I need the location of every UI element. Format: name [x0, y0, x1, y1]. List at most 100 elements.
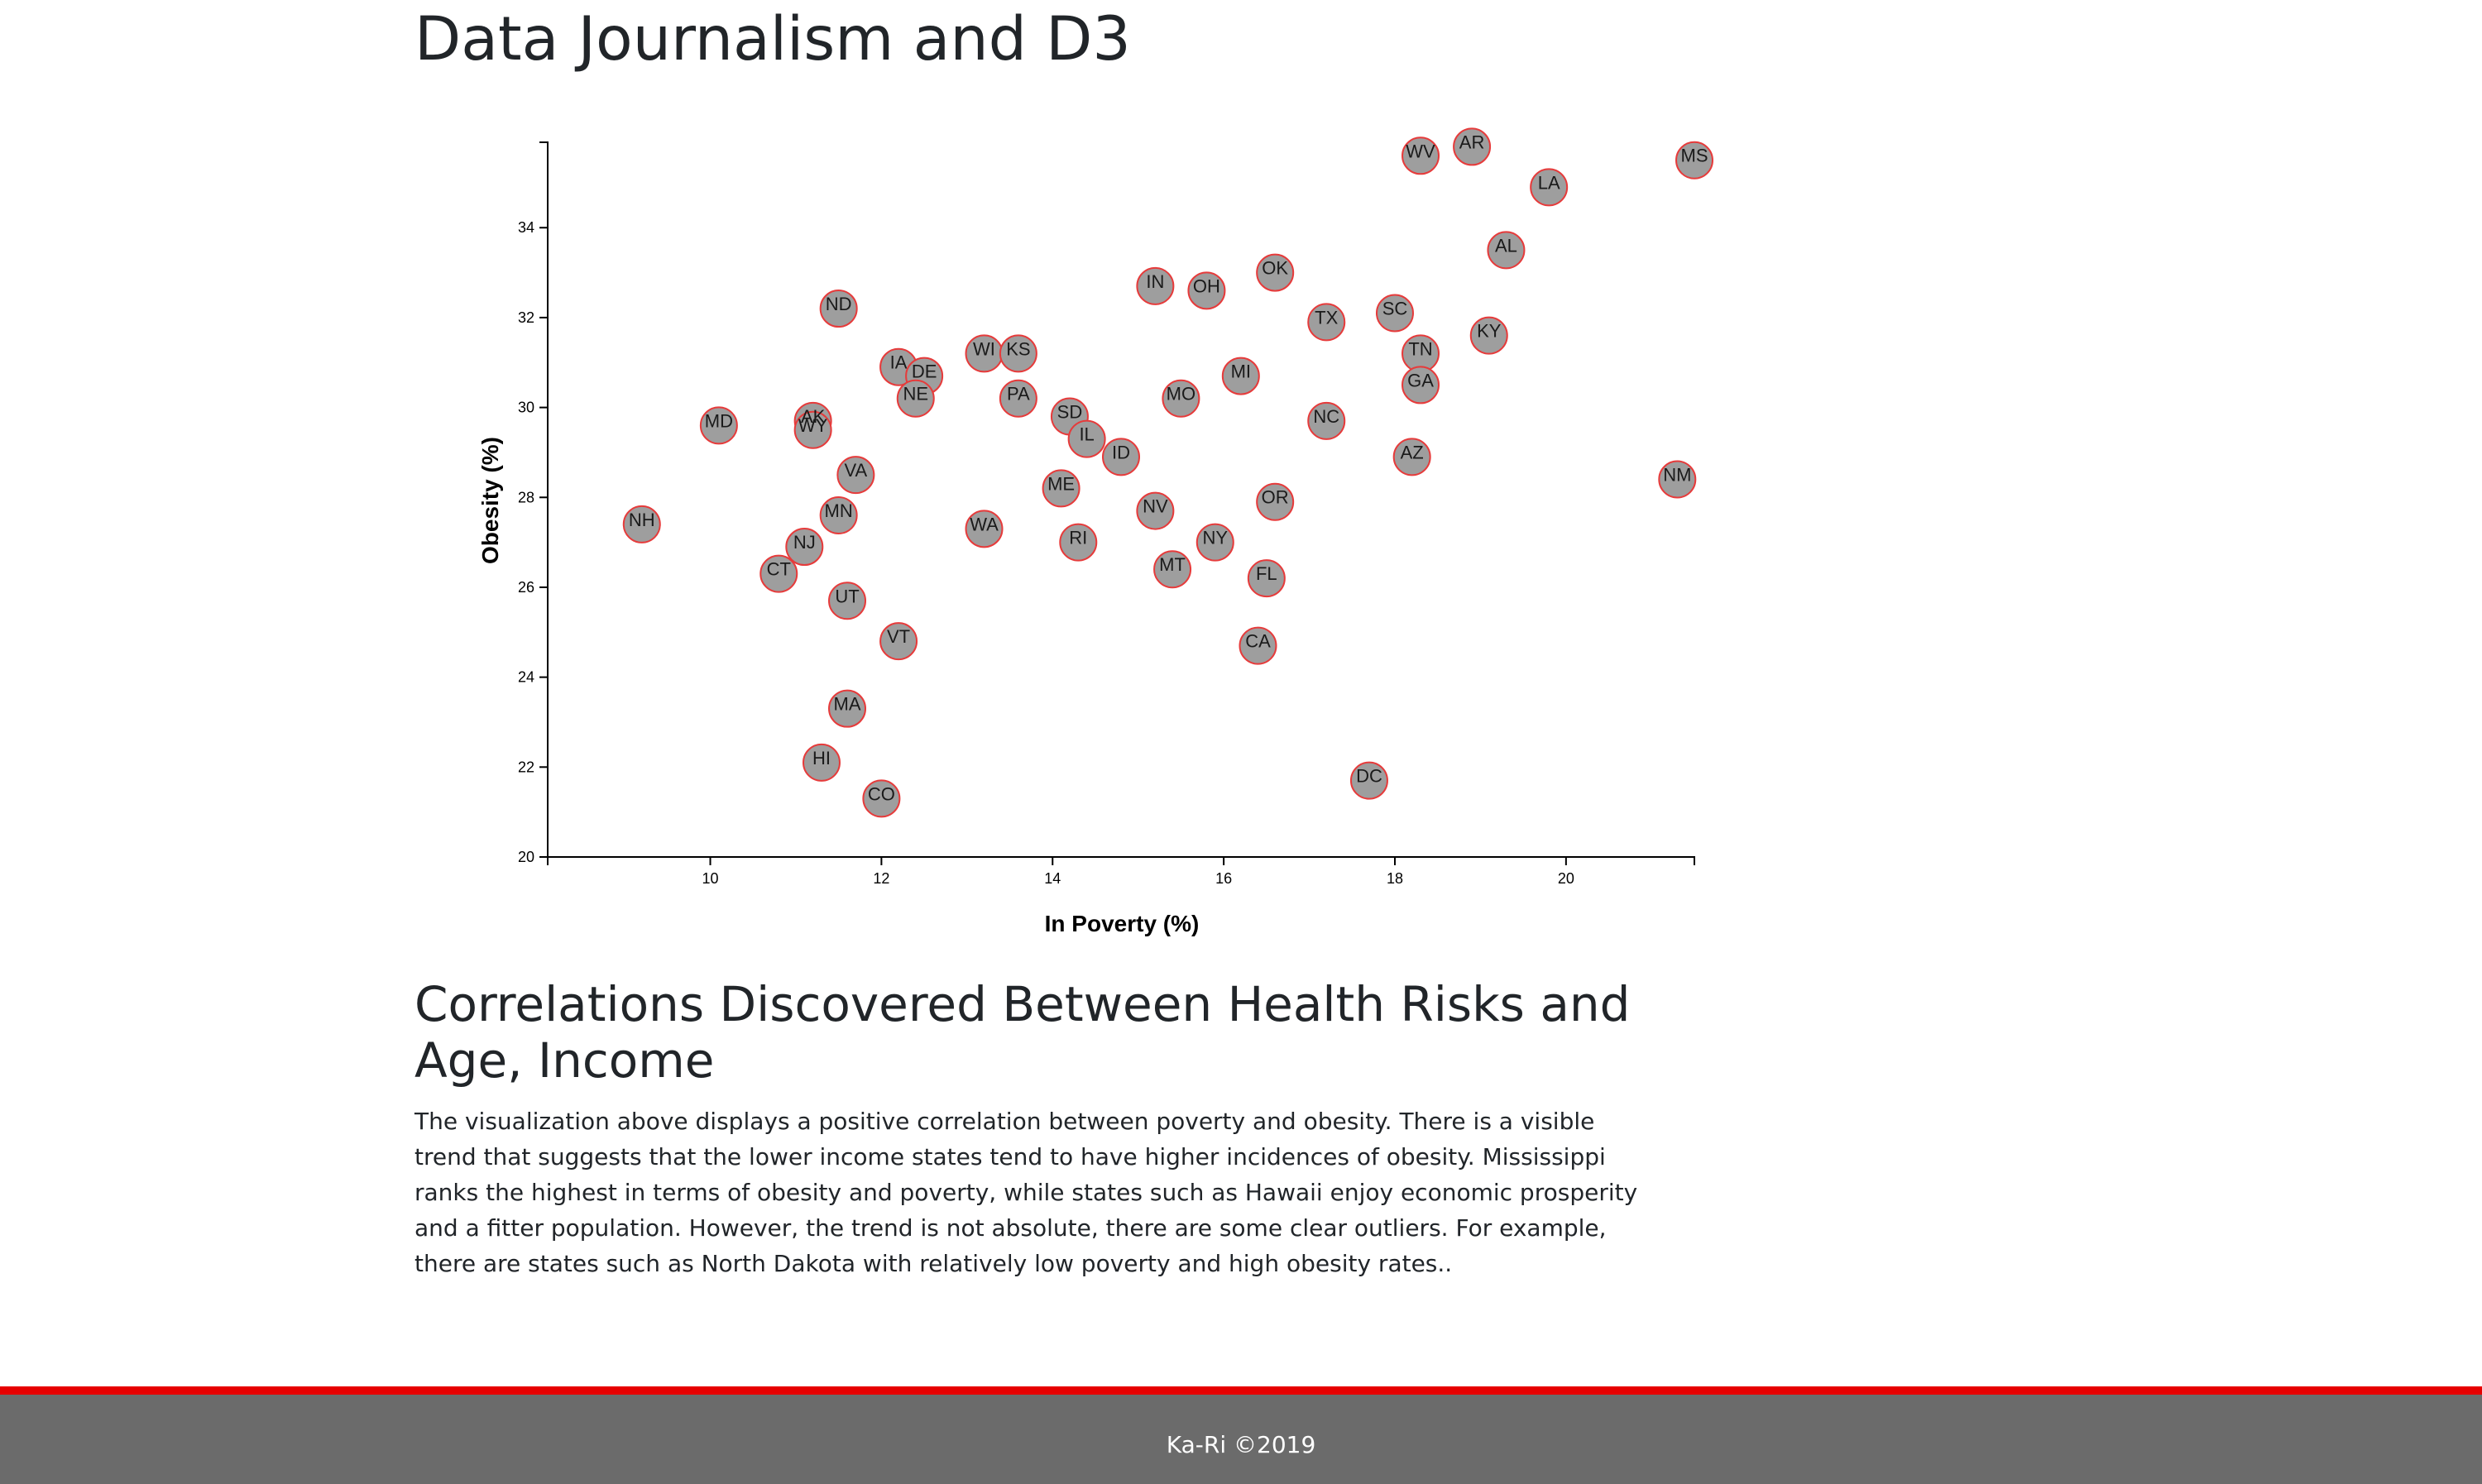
scatter-chart: 10 12 14 16 18 20 20 22 24 26 28 30 32 34 WV AR MS LA AL O… — [477, 127, 1713, 936]
x-tick-label: 10 — [702, 870, 719, 887]
data-point-label: TN — [1408, 338, 1432, 359]
data-point-label: NE — [903, 384, 928, 405]
data-point-label: ID — [1112, 442, 1130, 462]
data-point-marker — [819, 290, 858, 328]
data-point-marker — [1042, 469, 1080, 508]
footer-text: Ka-Ri ©2019 — [1166, 1431, 1316, 1458]
data-point-marker — [1392, 438, 1431, 476]
data-point-wy — [793, 410, 832, 449]
data-point-ar — [1453, 127, 1492, 166]
data-point-marker — [1469, 316, 1508, 355]
data-point-tx — [1307, 303, 1346, 342]
data-point-marker — [1402, 136, 1440, 175]
data-point-marker — [699, 406, 738, 445]
data-point-label: MO — [1167, 384, 1195, 405]
data-point-label: VT — [887, 626, 910, 647]
data-point-marker — [1658, 460, 1697, 499]
data-point-label: VA — [844, 460, 867, 481]
x-tick-label: 12 — [873, 870, 889, 887]
data-point-marker — [1162, 379, 1200, 418]
data-point-oh — [1187, 271, 1226, 310]
data-point-label: NC — [1313, 406, 1339, 427]
data-point-pa — [999, 379, 1037, 418]
x-axis-line — [547, 856, 1695, 865]
data-point-marker — [1247, 559, 1286, 598]
chart-markers: WV AR MS LA AL OK IN OH ND SC TX KY WI KS TN IA DE MI GA NE… — [622, 127, 1713, 818]
data-point-ca — [1239, 626, 1277, 665]
data-point-label: MA — [834, 694, 861, 715]
data-point-ms — [1675, 141, 1713, 180]
data-point-label: IN — [1146, 271, 1164, 292]
data-point-label: LA — [1538, 172, 1560, 193]
data-point-label: WA — [970, 514, 999, 534]
data-point-marker — [793, 410, 832, 449]
data-point-label: WY — [798, 415, 828, 436]
data-point-label: TX — [1315, 307, 1338, 328]
data-point-marker — [1256, 253, 1295, 292]
data-point-la — [1530, 168, 1569, 207]
data-point-nj — [785, 528, 824, 567]
data-point-marker — [965, 510, 1004, 548]
data-point-marker — [1136, 266, 1175, 305]
data-point-label: SC — [1382, 298, 1408, 318]
data-point-label: MS — [1681, 146, 1708, 166]
data-point-marker — [1487, 231, 1526, 270]
data-point-marker — [1136, 491, 1175, 530]
data-point-ny — [1195, 523, 1234, 562]
data-point-label: NM — [1663, 465, 1691, 486]
data-point-label: RI — [1069, 528, 1087, 548]
data-point-marker — [1375, 294, 1414, 333]
data-point-label: FL — [1256, 563, 1277, 584]
data-point-marker — [1307, 401, 1346, 440]
page-title: Data Journalism and D3 — [414, 4, 1131, 74]
data-point-marker — [1153, 550, 1192, 589]
data-point-label: MD — [705, 410, 733, 431]
data-point-dc — [1349, 761, 1388, 800]
data-point-label: GA — [1407, 370, 1434, 390]
data-point-label: AZ — [1401, 442, 1424, 462]
data-point-in — [1136, 266, 1175, 305]
data-point-label: WV — [1406, 141, 1435, 161]
data-point-label: MT — [1159, 554, 1186, 575]
data-point-or — [1256, 482, 1295, 521]
data-point-mt — [1153, 550, 1192, 589]
section-body: The visualization above displays a posit… — [414, 1108, 1638, 1277]
y-tick-label: 22 — [518, 759, 534, 775]
data-point-label: ND — [826, 294, 852, 314]
data-point-label: KY — [1477, 321, 1502, 342]
data-point-label: OK — [1262, 258, 1288, 279]
data-point-mn — [819, 496, 858, 535]
data-point-marker — [1307, 303, 1346, 342]
data-point-label: SD — [1057, 401, 1083, 422]
data-point-marker — [1402, 366, 1440, 405]
data-point-label: NJ — [793, 532, 816, 553]
data-point-marker — [836, 456, 875, 495]
data-point-label: CA — [1245, 631, 1271, 652]
data-point-marker — [828, 689, 867, 728]
data-point-label: OH — [1193, 275, 1220, 296]
chart-axes: 10 12 14 16 18 20 20 22 24 26 28 30 32 34 — [518, 141, 1695, 887]
data-point-ut — [828, 582, 867, 620]
data-point-marker — [1256, 482, 1295, 521]
data-point-label: DC — [1356, 766, 1382, 787]
data-point-ks — [999, 334, 1037, 373]
y-axis-line — [539, 141, 549, 858]
data-point-marker — [879, 622, 918, 661]
data-point-nv — [1136, 491, 1175, 530]
data-point-nh — [622, 505, 661, 543]
data-point-marker — [802, 743, 841, 782]
footer: Ka-Ri ©2019 — [0, 1386, 2482, 1484]
data-point-label: ME — [1047, 473, 1075, 494]
data-point-label: CO — [868, 783, 895, 804]
data-point-label: UT — [835, 586, 859, 606]
x-tick-label: 20 — [1558, 870, 1574, 887]
data-point-label: PA — [1007, 384, 1030, 405]
y-tick-label: 26 — [518, 579, 534, 596]
y-tick-label: 28 — [518, 489, 534, 505]
data-point-az — [1392, 438, 1431, 476]
data-point-marker — [1102, 438, 1140, 476]
data-point-mo — [1162, 379, 1200, 418]
data-point-nm — [1658, 460, 1697, 499]
data-point-label: MI — [1231, 361, 1251, 382]
data-point-ri — [1059, 523, 1098, 562]
